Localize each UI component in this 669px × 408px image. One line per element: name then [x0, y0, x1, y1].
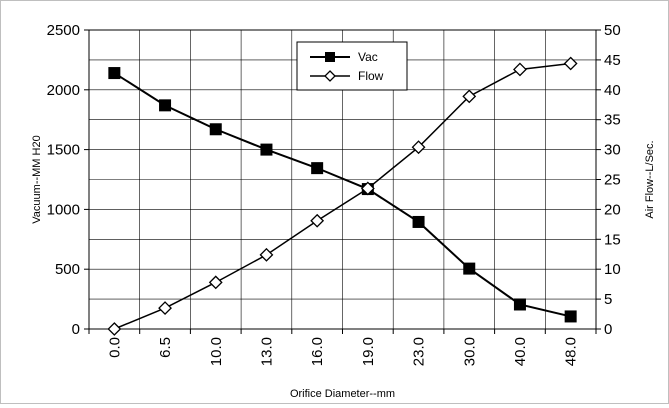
vac-point [311, 162, 324, 175]
flow-point [513, 62, 527, 77]
right-tick-label: 30 [604, 142, 621, 159]
right-axis-ticks: 0 5 10 15 20 25 30 35 40 45 50 [596, 22, 621, 338]
left-tick-label: 2000 [47, 82, 80, 99]
x-tick-label: 23.0 [411, 337, 428, 366]
legend-box [296, 41, 408, 91]
series-line-vac [113, 72, 571, 318]
right-tick-label: 0 [604, 321, 612, 338]
y2-axis-title: Air Flow--L/Sec. [644, 140, 656, 218]
flow-point [158, 301, 172, 315]
flow-point [310, 213, 325, 228]
x-tick-label: 10.0 [208, 337, 225, 366]
flow-point [360, 181, 375, 196]
vac-point [108, 67, 121, 80]
x-tick-label: 6.5 [157, 337, 174, 358]
x-tick-label: 16.0 [309, 337, 326, 366]
vac-point [412, 215, 425, 228]
right-tick-label: 35 [604, 112, 621, 129]
left-axis-ticks: 0 500 1000 1500 2000 2500 [47, 22, 89, 338]
right-tick-label: 40 [604, 82, 621, 99]
right-tick-label: 5 [604, 291, 612, 308]
left-tick-label: 1500 [47, 142, 80, 159]
x-axis-ticks: 0.0 6.5 10.0 13.0 16.0 19.0 23.0 30.0 40.0 48.0 [88, 329, 597, 366]
legend-marker-vac [325, 52, 335, 62]
right-tick-label: 45 [604, 52, 621, 69]
legend: Vac Flow [296, 41, 408, 91]
legend-marker-flow [324, 70, 336, 82]
flow-point [563, 56, 578, 71]
left-tick-label: 0 [72, 321, 80, 338]
flow-point [259, 247, 274, 262]
series-markers [107, 56, 578, 336]
flow-point [208, 275, 223, 290]
flow-point [107, 322, 122, 336]
x-tick-label: 30.0 [461, 337, 478, 366]
series-lines [113, 62, 571, 330]
x-tick-label: 40.0 [512, 337, 529, 366]
left-tick-label: 2500 [47, 22, 80, 39]
vac-point [463, 262, 476, 275]
right-tick-label: 25 [604, 172, 621, 189]
legend-label-flow: Flow [358, 69, 384, 83]
right-tick-label: 15 [604, 231, 621, 248]
x-axis-title: Orifice Diameter--mm [290, 388, 395, 400]
right-tick-label: 20 [604, 201, 621, 218]
x-tick-label: 19.0 [360, 337, 377, 366]
vac-point [260, 143, 273, 156]
x-tick-label: 13.0 [258, 337, 275, 366]
x-tick-label: 48.0 [563, 337, 580, 366]
vac-point [209, 123, 222, 136]
series-line-flow [114, 62, 571, 330]
vac-point [513, 298, 526, 311]
right-tick-label: 50 [604, 22, 621, 39]
x-tick-label: 0.0 [106, 337, 123, 358]
left-tick-label: 500 [55, 261, 80, 278]
legend-label-vac: Vac [358, 50, 378, 64]
flow-point [462, 89, 477, 104]
left-tick-label: 1000 [47, 201, 80, 218]
flow-point [411, 140, 426, 155]
vac-point [159, 99, 172, 112]
right-tick-label: 10 [604, 261, 621, 278]
y-axis-title: Vacuum--MM H20 [31, 135, 43, 223]
vac-point [564, 310, 577, 323]
